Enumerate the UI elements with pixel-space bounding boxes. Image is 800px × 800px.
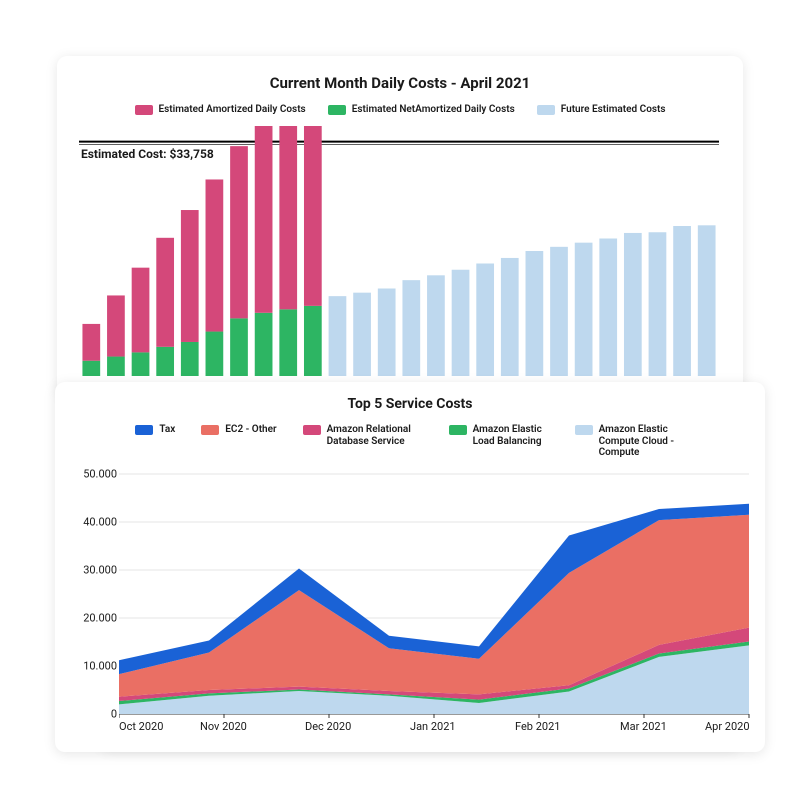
ytick-label: 0 [75,707,123,720]
legend-item-compute: Amazon Elastic Compute Cloud - Compute [575,424,685,459]
ytick-label: 20.000 [75,611,123,624]
ytick-label: 30.000 [75,563,123,576]
legend-swatch-icon [135,105,153,115]
legend-swatch-icon [449,425,467,435]
xtick-label: Dec 2020 [305,720,351,733]
chart1-legend: Estimated Amortized Daily Costs Estimate… [79,104,721,116]
ytick-label: 10.000 [75,659,123,672]
chart2-legend: Tax EC2 - Other Amazon Relational Databa… [69,424,751,459]
chart1-plot: Estimated Cost: $33,758 [79,126,721,376]
ytick-label: 40.000 [75,515,123,528]
estimated-cost-label: Estimated Cost: $33,758 [81,147,214,161]
legend-swatch-icon [328,105,346,115]
daily-costs-card: Current Month Daily Costs - April 2021 E… [57,56,743,396]
legend-item-rds: Amazon Relational Database Service [303,424,423,447]
ytick-label: 50.000 [75,467,123,480]
xtick-label: Feb 2021 [515,720,560,733]
legend-item-future: Future Estimated Costs [537,104,666,116]
legend-swatch-icon [135,425,153,435]
xtick-label: Mar 2021 [620,720,667,733]
chart2-title: Top 5 Service Costs [69,396,751,412]
xtick-label: Jan 2021 [410,720,456,733]
xtick-label: Nov 2020 [200,720,247,733]
chart2-plot: 0 10.000 20.000 30.000 40.000 50.000 Oct 2020 N… [69,469,751,759]
legend-item-elb: Amazon Elastic Load Balancing [449,424,549,447]
legend-item-tax: Tax [135,424,175,436]
chart1-title: Current Month Daily Costs - April 2021 [79,74,721,92]
legend-item-ec2other: EC2 - Other [201,424,276,436]
xtick-label: Oct 2020 [119,720,163,733]
legend-swatch-icon [537,105,555,115]
legend-swatch-icon [575,425,593,435]
xtick-label: Apr 2020 [705,720,750,733]
legend-item-netamortized: Estimated NetAmortized Daily Costs [328,104,515,116]
top5-service-costs-card: Top 5 Service Costs Tax EC2 - Other Amaz… [55,382,765,752]
legend-swatch-icon [303,425,321,435]
chart2-svg [119,469,799,729]
legend-item-amortized: Estimated Amortized Daily Costs [135,104,306,116]
chart1-svg [79,126,719,376]
legend-swatch-icon [201,425,219,435]
